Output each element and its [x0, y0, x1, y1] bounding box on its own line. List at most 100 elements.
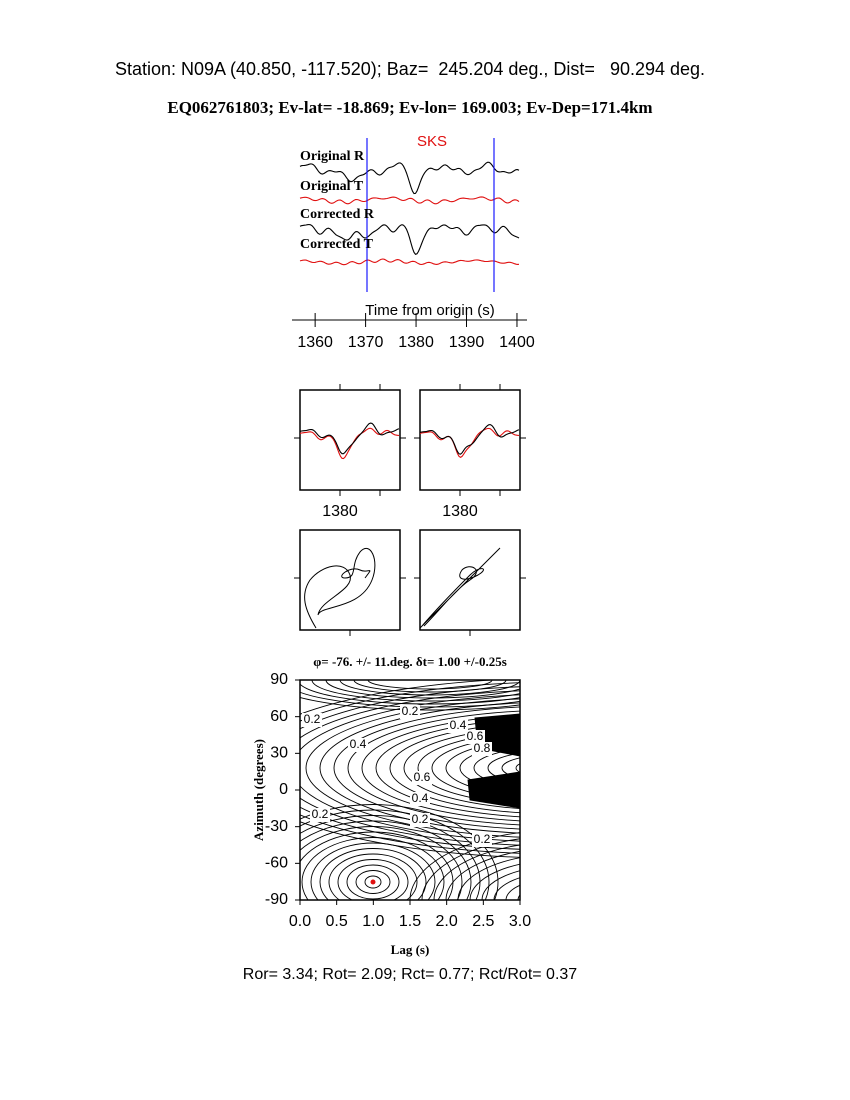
contour: [417, 731, 520, 805]
label-bg: [400, 705, 420, 719]
contour-label: 0.6: [414, 770, 431, 784]
contour: [473, 748, 520, 788]
contour: [337, 859, 409, 900]
tick-label: 0: [279, 781, 288, 798]
time-axis: 1360 1370 1380 1390 1400: [292, 313, 535, 351]
contour: [403, 726, 520, 810]
waveform: [420, 424, 520, 455]
tick-label: 1.0: [362, 913, 384, 930]
phase-label: SKS: [417, 133, 447, 150]
tick-label: -60: [265, 855, 288, 872]
contour: [325, 680, 520, 699]
contour: [301, 837, 445, 900]
contour-label: 0.2: [412, 812, 429, 826]
contour: [517, 894, 520, 900]
contour-label: 0.4: [412, 791, 429, 805]
waveform: [300, 422, 400, 455]
tick-label: 90: [270, 671, 288, 688]
contour: [339, 680, 520, 696]
waveform: [299, 196, 520, 205]
contour-label: 0.2: [402, 704, 419, 718]
contour-ylabel: Azimuth (degrees): [251, 739, 266, 841]
trace-label: Original T: [300, 179, 364, 194]
tick-label: 1360: [297, 334, 333, 351]
tick-label: 1400: [499, 334, 535, 351]
tick-label: -30: [265, 818, 288, 835]
tick-label: 3.0: [509, 913, 531, 930]
waveform: [420, 427, 520, 458]
contour: [353, 680, 507, 693]
waveform: [299, 258, 520, 266]
contour: [389, 722, 520, 814]
tick-label: 1390: [449, 334, 485, 351]
contour: [459, 743, 520, 793]
contour-label: 0.4: [450, 718, 467, 732]
label-bg: [472, 742, 492, 756]
waveform: [300, 427, 400, 460]
contour-xlabel: Lag (s): [391, 942, 430, 957]
waveform-traces: [300, 422, 520, 460]
contour: [333, 706, 520, 830]
particle-motion: [304, 547, 501, 629]
contour: [305, 698, 520, 838]
contour: [347, 710, 520, 826]
contour: [300, 694, 520, 842]
contour: [364, 875, 382, 889]
waveform-panels: [294, 384, 526, 636]
contour: [300, 809, 490, 900]
contour: [355, 870, 391, 894]
trace-label: Corrected R: [300, 207, 375, 222]
contour-label: 0.6: [467, 729, 484, 743]
label-bg: [310, 808, 330, 822]
tick-label: 1380: [398, 334, 434, 351]
contour: [367, 680, 493, 690]
trace-label: Original R: [300, 149, 365, 164]
label-bg: [412, 771, 432, 785]
contour-label: 0.2: [312, 807, 329, 821]
tick-label: 2.5: [472, 913, 494, 930]
waveform: [299, 161, 520, 195]
contour: [300, 697, 520, 711]
label-bg: [448, 719, 468, 733]
station-line: Station: N09A (40.850, -117.520); Baz= 2…: [115, 59, 705, 79]
contour: [319, 702, 520, 834]
event-line: EQ062761803; Ev-lat= -18.869; Ev-lon= 16…: [167, 98, 652, 117]
tick-label: 2.0: [436, 913, 458, 930]
tick-label: 0.5: [326, 913, 348, 930]
waveform: [299, 223, 520, 255]
footer: Ror= 3.34; Rot= 2.09; Rct= 0.77; Rct/Rot…: [243, 966, 578, 983]
contour: [375, 718, 520, 818]
contour: [530, 762, 590, 774]
label-bg: [465, 730, 485, 744]
tick-label: -90: [265, 891, 288, 908]
contour: [300, 691, 520, 708]
panel-tick-label: 1380: [322, 503, 358, 520]
contour: [300, 680, 520, 858]
tick-label: 1370: [348, 334, 384, 351]
contour: [310, 842, 436, 900]
contour: [487, 752, 520, 784]
panel: [420, 424, 520, 458]
contour: [445, 739, 520, 797]
panel-tick-label: 1380: [442, 503, 478, 520]
contour: [300, 683, 520, 705]
panel: [300, 422, 400, 460]
contour: [300, 682, 520, 854]
contour-label: 0.4: [350, 737, 367, 751]
tick-label: 30: [270, 745, 288, 762]
contour: [300, 690, 520, 846]
contour-label: 0.2: [304, 712, 321, 726]
contour: [319, 848, 427, 900]
trace-panel: [299, 161, 520, 266]
contour: [361, 714, 520, 822]
contour: [346, 864, 400, 900]
tick-label: 0.0: [289, 913, 311, 930]
label-bg: [302, 713, 322, 727]
time-axis-label: Time from origin (s): [365, 302, 494, 319]
contour: [311, 680, 520, 702]
tick-label: 1.5: [399, 913, 421, 930]
contour: [328, 853, 418, 900]
contour: [300, 804, 499, 900]
